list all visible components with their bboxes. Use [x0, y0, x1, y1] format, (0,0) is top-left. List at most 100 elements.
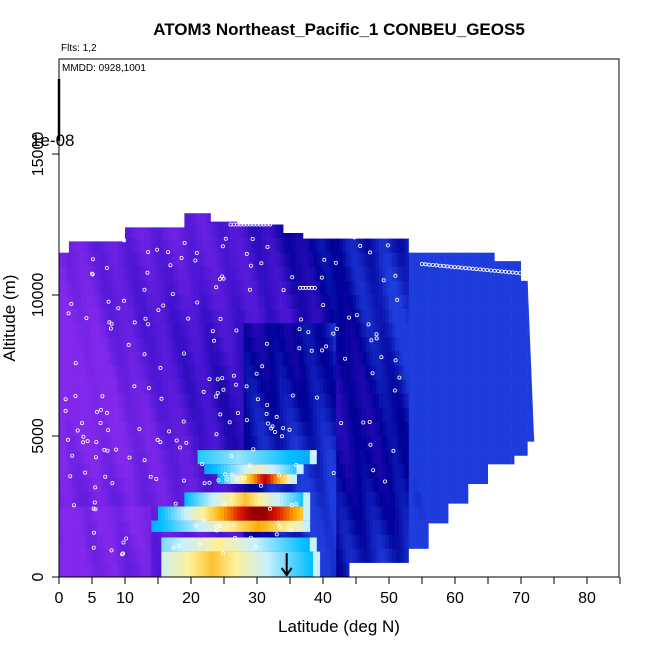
- heatmap-cell-773: [151, 436, 155, 451]
- heatmap-cell-2819: [402, 351, 406, 366]
- heatmap-cell-3348: [468, 196, 472, 210]
- heatmap-cell-3703: [511, 252, 515, 268]
- observation-point-18: [251, 447, 256, 452]
- heatmap-cell-3900: [534, 366, 538, 380]
- heatmap-cell-1472: [237, 393, 241, 409]
- colorbar-scale-label: 1e-08: [31, 131, 74, 150]
- heatmap-cell-2852: [405, 436, 410, 451]
- heatmap-cell-3445: [478, 421, 482, 437]
- heatmap-cell-685: [141, 337, 146, 352]
- heatmap-cell-756: [151, 196, 155, 210]
- hot-band-0-cell: [171, 551, 175, 577]
- heatmap-cell-2128: [316, 506, 320, 521]
- heatmap-cell-2064: [309, 365, 314, 380]
- heatmap-cell-2906: [412, 436, 416, 451]
- heatmap-cell-3556: [491, 464, 495, 479]
- heatmap-cell-3347: [464, 562, 469, 577]
- heatmap-cell-1242: [211, 196, 215, 210]
- heatmap-cell-982: [177, 337, 182, 352]
- heatmap-cell-2821: [402, 379, 406, 394]
- heatmap-cell-3748: [514, 506, 518, 521]
- heatmap-cell-791: [154, 309, 159, 324]
- heatmap-cell-2082: [313, 238, 317, 253]
- heatmap-cell-28: [62, 213, 66, 225]
- heatmap-cell-291: [92, 492, 96, 507]
- heatmap-cell-581: [128, 393, 132, 409]
- heatmap-cell-490: [118, 252, 122, 268]
- heatmap-cell-2691: [385, 450, 390, 465]
- heatmap-cell-2355: [346, 280, 350, 296]
- heatmap-cell-2621: [379, 224, 383, 239]
- heatmap-cell-964: [174, 464, 179, 479]
- heatmap-cell-561: [125, 492, 129, 507]
- heatmap-cell-1247: [210, 266, 215, 282]
- heatmap-cell-3243: [455, 238, 459, 253]
- heatmap-cell-3324: [464, 238, 469, 253]
- heatmap-cell-3173: [445, 393, 449, 409]
- heatmap-cell-2444: [356, 393, 360, 409]
- heatmap-cell-2199: [326, 365, 330, 380]
- heatmap-cell-418: [108, 379, 113, 394]
- heatmap-cell-485: [115, 562, 119, 577]
- heatmap-cell-3643: [501, 548, 505, 564]
- heatmap-cell-342: [98, 450, 103, 465]
- heatmap-cell-209: [82, 478, 86, 493]
- hot-band-2-cell: [266, 520, 271, 532]
- heatmap-cell-1275: [214, 280, 218, 296]
- heatmap-cell-750: [148, 492, 152, 507]
- heatmap-cell-2160: [323, 196, 327, 210]
- heatmap-cell-2610: [375, 450, 380, 465]
- heatmap-cell-2233: [329, 464, 334, 479]
- hot-band-7-cell: [303, 450, 307, 465]
- heatmap-cell-2913: [412, 534, 416, 550]
- heatmap-cell-3582: [494, 450, 499, 465]
- heatmap-cell-65: [65, 351, 70, 366]
- heatmap-cell-977: [177, 266, 182, 282]
- hot-band-3-cell: [253, 506, 258, 521]
- heatmap-cell-1809: [280, 196, 284, 210]
- heatmap-cell-3022: [425, 548, 429, 564]
- heatmap-cell-891: [168, 196, 172, 210]
- heatmap-cell-1044: [184, 450, 188, 465]
- heatmap-cell-2031: [306, 280, 311, 296]
- heatmap-cell-503: [118, 436, 122, 451]
- heatmap-cell-681: [141, 280, 146, 296]
- heatmap-cell-1624: [257, 252, 261, 268]
- heatmap-cell-2995: [422, 548, 426, 564]
- heatmap-cell-3301: [461, 295, 466, 310]
- heatmap-cell-49: [62, 506, 66, 521]
- heatmap-cell-3371: [468, 520, 472, 535]
- heatmap-cell-2899: [412, 337, 416, 352]
- heatmap-cell-1600: [253, 295, 258, 310]
- heatmap-cell-3653: [504, 309, 509, 324]
- heatmap-cell-1253: [210, 351, 215, 366]
- heatmap-cell-2427: [352, 534, 357, 550]
- heatmap-cell-476: [115, 436, 119, 451]
- heatmap-cell-287: [92, 436, 96, 451]
- heatmap-cell-452: [111, 478, 116, 493]
- heatmap-cell-2984: [422, 393, 426, 409]
- heatmap-cell-1370: [224, 478, 228, 493]
- heatmap-cell-499: [118, 379, 122, 394]
- heatmap-cell-2107: [316, 213, 320, 225]
- heatmap-cell-3705: [511, 280, 515, 296]
- heatmap-cell-2983: [422, 379, 426, 394]
- heatmap-cell-3515: [488, 266, 492, 282]
- heatmap-cell-441: [111, 323, 116, 338]
- observation-point-193: [331, 470, 336, 475]
- heatmap-cell-2505: [362, 492, 367, 507]
- heatmap-cell-3205: [448, 464, 452, 479]
- heatmap-cell-1991: [299, 478, 304, 493]
- heatmap-cell-1685: [263, 351, 268, 366]
- heatmap-cell-1714: [266, 379, 271, 394]
- heatmap-cell-1072: [187, 464, 192, 479]
- heatmap-cell-3137: [441, 266, 446, 282]
- observation-point-138: [393, 358, 398, 363]
- heatmap-cell-2977: [422, 295, 426, 310]
- heatmap-cell-2548: [369, 337, 373, 352]
- heatmap-cell-1232: [207, 436, 212, 451]
- heatmap-cell-1664: [260, 436, 264, 451]
- observation-point-22: [145, 270, 150, 275]
- heatmap-cell-2617: [375, 548, 380, 564]
- heatmap-cell-3287: [458, 478, 462, 493]
